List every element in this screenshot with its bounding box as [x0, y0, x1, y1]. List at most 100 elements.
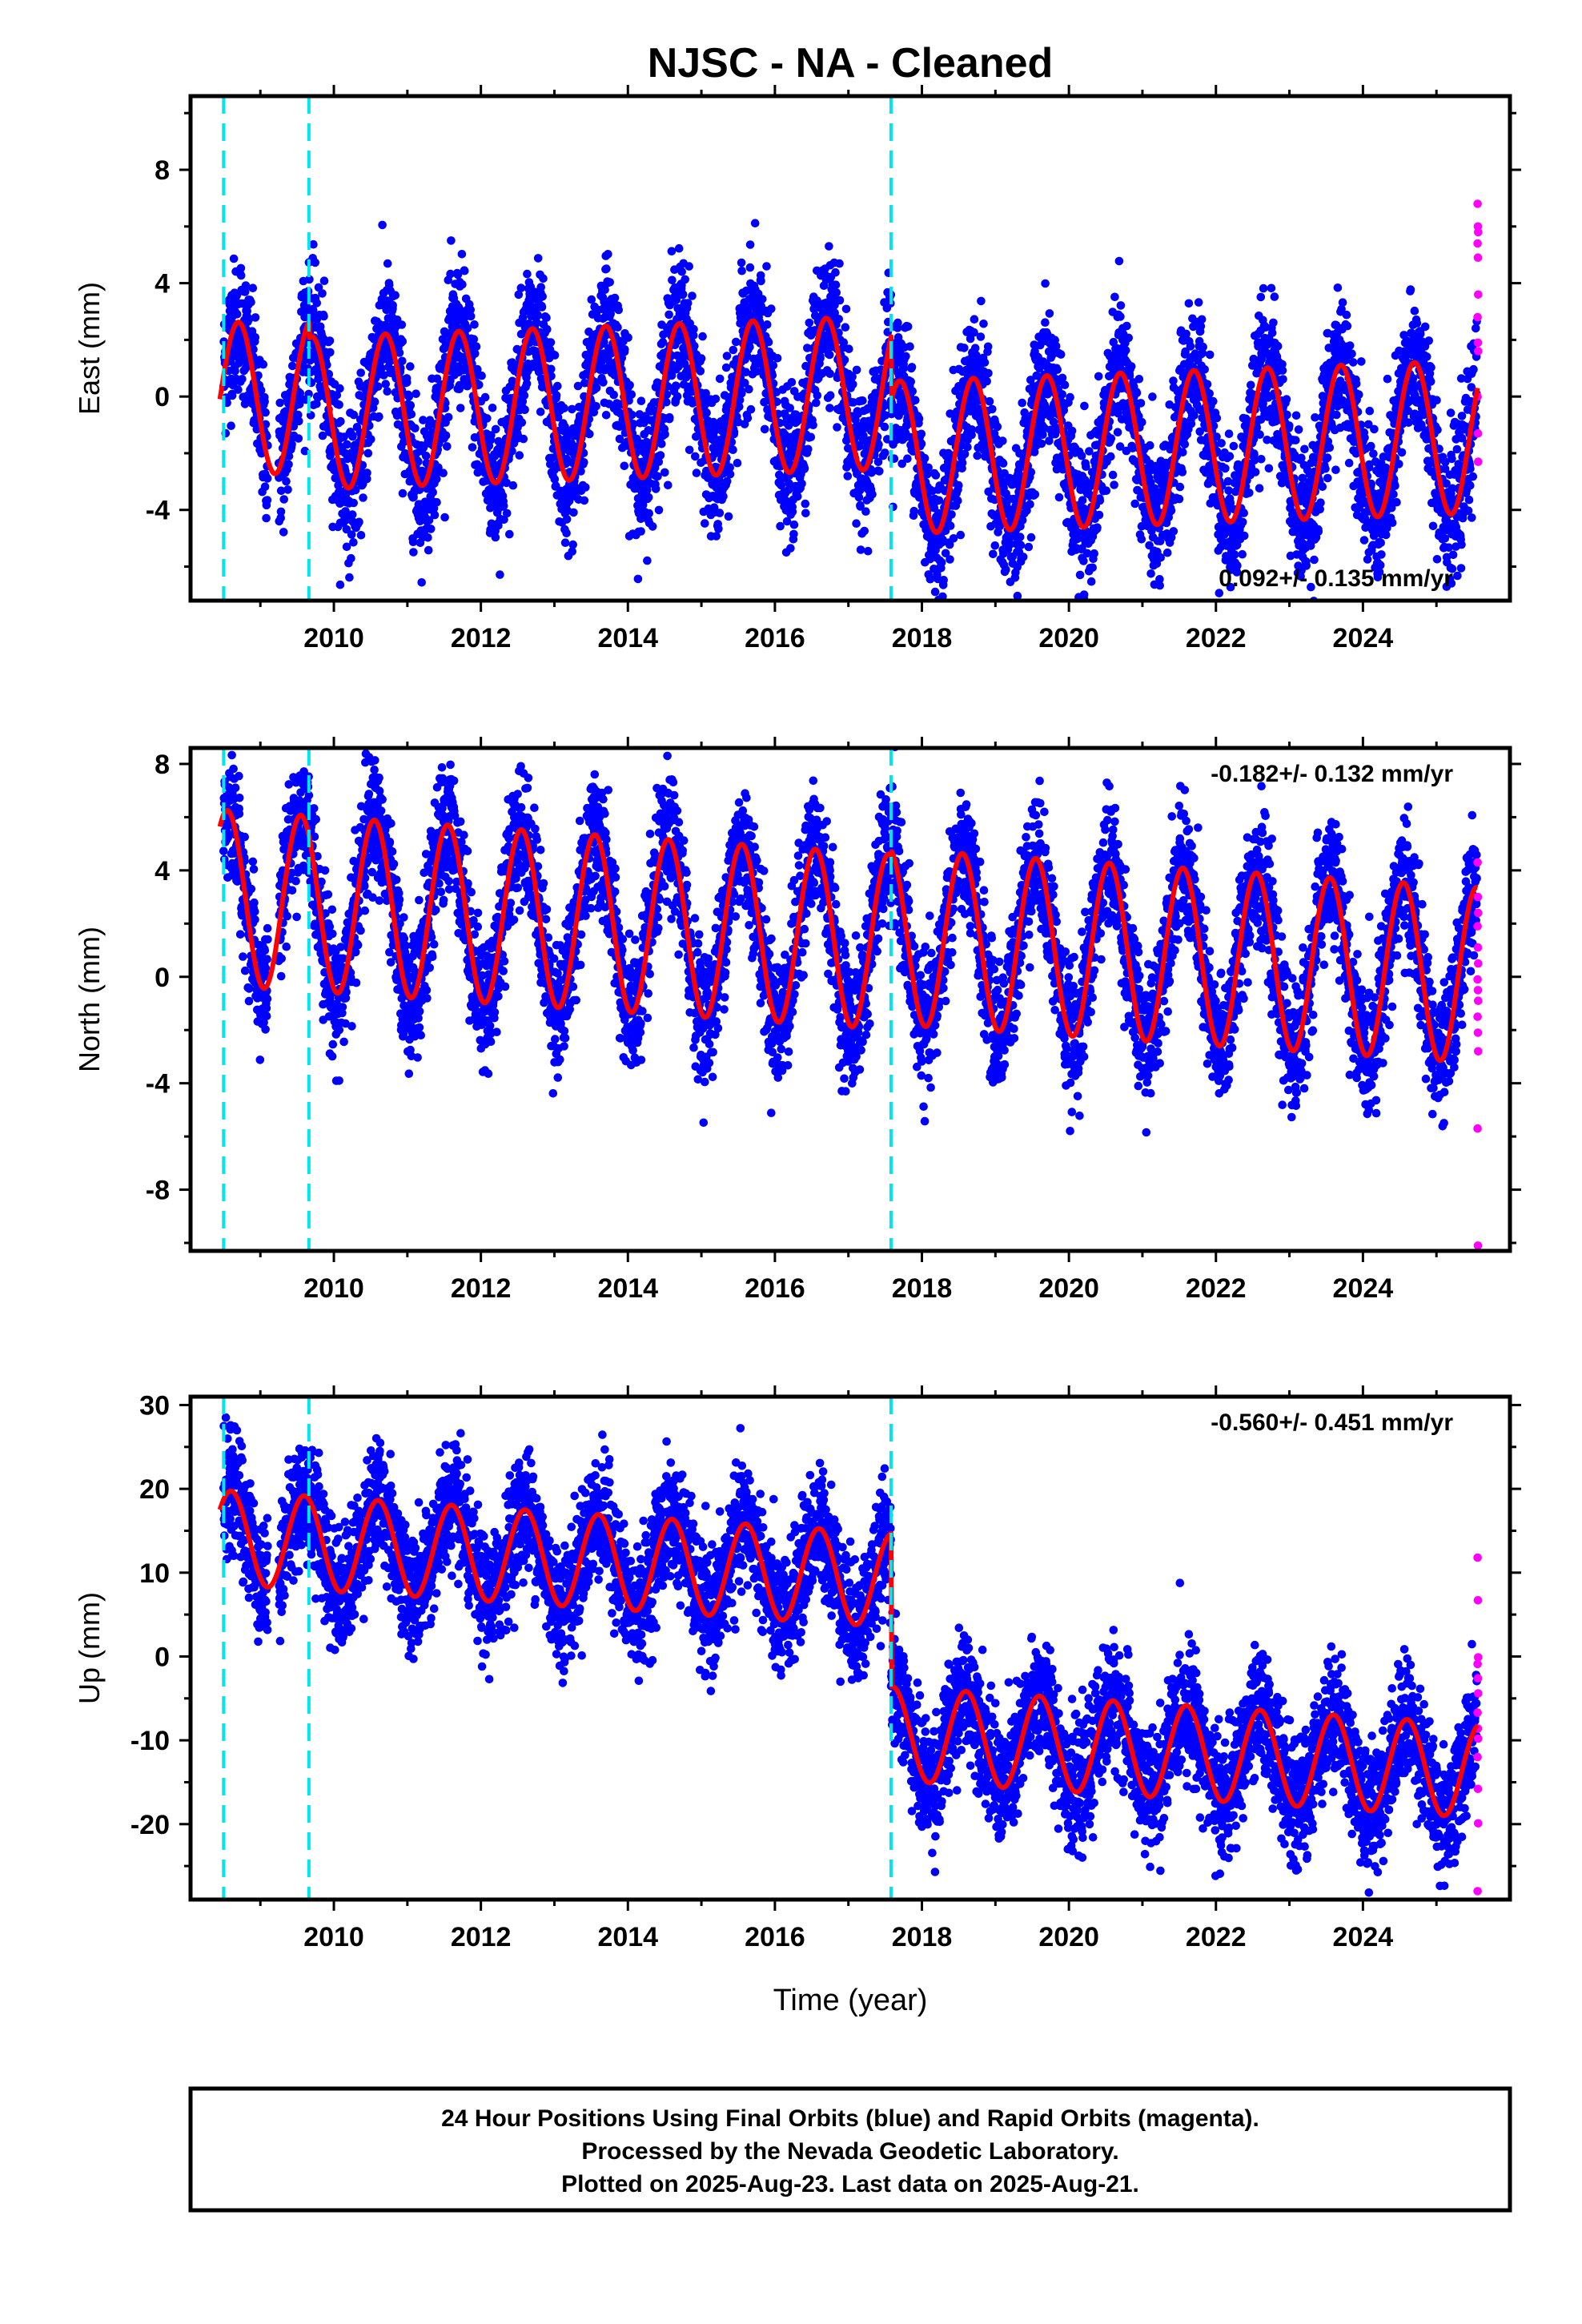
- data-point: [569, 508, 578, 517]
- data-point: [398, 489, 408, 498]
- data-point: [1015, 533, 1025, 541]
- data-point: [276, 486, 286, 496]
- data-point: [946, 521, 955, 530]
- data-point: [1174, 494, 1184, 504]
- data-point: [732, 337, 741, 347]
- data-point: [455, 380, 464, 390]
- data-point: [406, 400, 416, 410]
- data-point: [833, 423, 841, 432]
- data-point: [654, 505, 664, 515]
- data-point: [737, 389, 746, 398]
- data-point: [764, 337, 773, 347]
- data-point: [773, 354, 782, 363]
- data-point: [805, 318, 814, 328]
- data-point: [349, 538, 358, 547]
- data-point: [496, 570, 504, 579]
- data-point: [363, 474, 371, 484]
- data-point: [674, 243, 684, 253]
- data-point: [990, 541, 1000, 550]
- data-point: [424, 533, 432, 542]
- data-point: [712, 532, 721, 541]
- data-point: [440, 513, 449, 522]
- data-point: [729, 445, 737, 454]
- data-point: [930, 587, 940, 597]
- data-point: [789, 520, 799, 529]
- data-point: [283, 485, 292, 494]
- data-point: [1080, 401, 1089, 411]
- data-point: [757, 276, 765, 286]
- data-point: [1205, 350, 1215, 360]
- data-point: [905, 342, 914, 352]
- data-point: [982, 376, 991, 386]
- data-point: [1041, 318, 1050, 328]
- data-point: [543, 324, 552, 334]
- data-point: [260, 482, 270, 491]
- east-panel: 2010 2012 2014 2016 2018 2020 2022 2024-4048Eas…: [73, 85, 1521, 653]
- data-point: [1106, 434, 1116, 443]
- data-point: [505, 529, 514, 539]
- data-point: [1018, 398, 1026, 408]
- data-point: [832, 288, 841, 297]
- data-point: [825, 369, 834, 379]
- data-point: [305, 275, 314, 284]
- data-point: [801, 499, 810, 509]
- data-point: [1053, 365, 1062, 374]
- data-point: [536, 408, 545, 416]
- data-point: [251, 333, 260, 342]
- data-point: [404, 392, 414, 401]
- data-point: [592, 402, 600, 411]
- data-point: [356, 368, 366, 377]
- data-point: [395, 348, 404, 357]
- data-point: [692, 468, 701, 477]
- data-point: [1126, 362, 1136, 371]
- data-point: [398, 337, 408, 346]
- data-point: [1060, 380, 1070, 390]
- data-point: [326, 348, 335, 357]
- data-point: [673, 392, 682, 401]
- data-point: [697, 354, 706, 363]
- data-point: [1199, 342, 1207, 352]
- data-point: [939, 576, 948, 585]
- data-point: [602, 264, 611, 273]
- data-point: [960, 344, 969, 352]
- data-point: [421, 452, 431, 460]
- data-point: [825, 242, 833, 251]
- data-point: [868, 489, 877, 499]
- data-point: [901, 352, 910, 361]
- data-point: [523, 269, 532, 279]
- data-point: [667, 247, 677, 256]
- data-point: [937, 558, 946, 567]
- data-point: [279, 528, 288, 537]
- data-point: [624, 333, 632, 342]
- data-point: [550, 351, 560, 360]
- data-point: [256, 385, 266, 395]
- data-point: [620, 345, 629, 354]
- data-point: [519, 434, 528, 444]
- data-point: [1018, 553, 1028, 561]
- data-point: [745, 384, 753, 394]
- data-point: [1102, 486, 1111, 495]
- data-point: [1130, 499, 1139, 509]
- data-point: [625, 380, 634, 390]
- data-point: [762, 320, 772, 329]
- data-point: [1200, 365, 1209, 374]
- data-point: [411, 424, 420, 433]
- data-point: [644, 509, 653, 518]
- data-point: [605, 278, 614, 287]
- data-point: [311, 258, 320, 267]
- data-point: [345, 573, 354, 582]
- data-point: [428, 488, 437, 497]
- data-point: [875, 467, 884, 476]
- data-point: [973, 451, 982, 460]
- data-point: [227, 391, 237, 400]
- data-point: [508, 480, 518, 490]
- data-point: [494, 521, 503, 530]
- data-point: [508, 447, 516, 456]
- data-point: [466, 305, 475, 315]
- data-point: [580, 496, 589, 505]
- data-point: [893, 318, 902, 328]
- data-point: [373, 382, 383, 392]
- data-point: [457, 250, 467, 259]
- data-point: [347, 510, 357, 519]
- data-point: [585, 429, 594, 439]
